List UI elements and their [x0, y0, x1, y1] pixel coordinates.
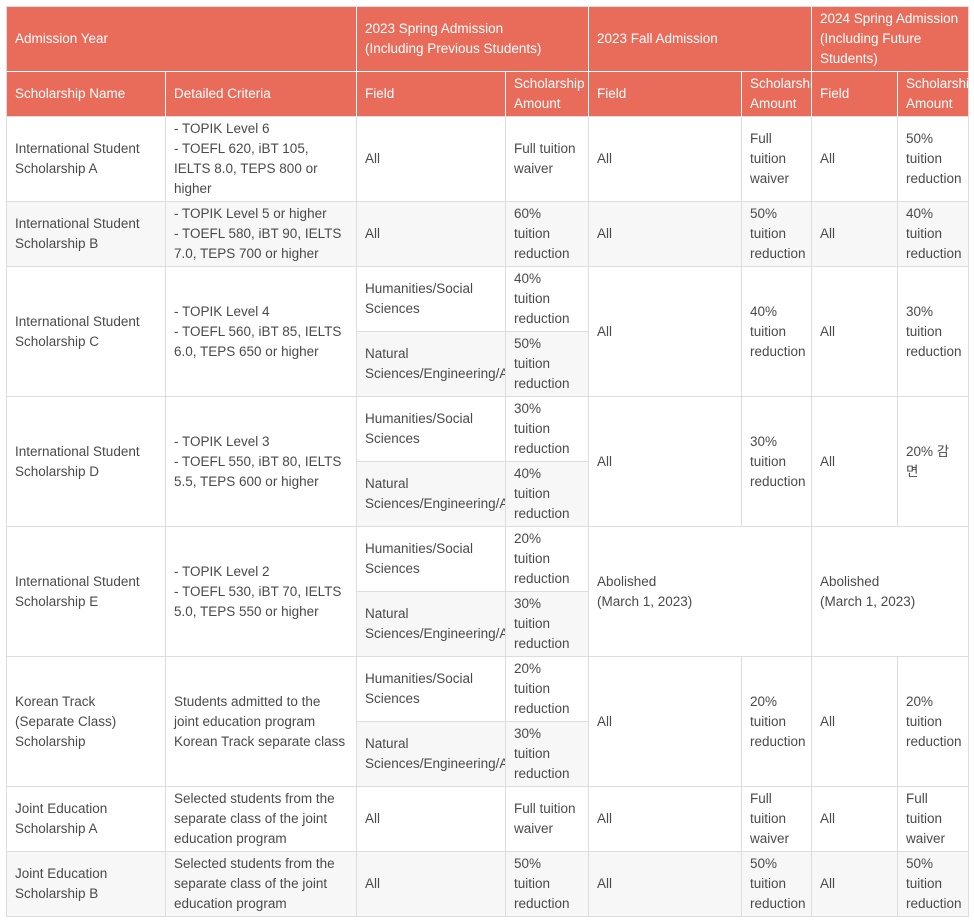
field-cell: All — [357, 117, 506, 202]
amount-cell: 50% tuition reduction — [506, 332, 589, 397]
amount-cell: 20% 감면 — [898, 397, 970, 527]
field-cell: Natural Sciences/Engineering/Arts — [357, 722, 506, 787]
amount-cell: 40% tuition reduction — [742, 267, 813, 397]
amount-cell: 20% tuition reduction — [506, 527, 589, 592]
field-cell: All — [812, 787, 899, 852]
amount-cell: 50% tuition reduction — [898, 852, 970, 917]
field-cell: Humanities/Social Sciences — [357, 657, 506, 722]
subheader-amount-2024-spring: Scholarship Amount — [898, 72, 970, 117]
amount-cell: 30% tuition reduction — [898, 267, 970, 397]
amount-cell: Full tuition waiver — [506, 787, 589, 852]
field-cell: All — [589, 117, 742, 202]
field-cell: All — [357, 787, 506, 852]
criteria-cell: - TOPIK Level 5 or higher - TOEFL 580, i… — [166, 202, 357, 267]
field-cell: Humanities/Social Sciences — [357, 267, 506, 332]
field-cell: Natural Sciences/Engineering/Arts — [357, 592, 506, 657]
criteria-cell: - TOPIK Level 4 - TOEFL 560, iBT 85, IEL… — [166, 267, 357, 397]
amount-cell: 20% tuition reduction — [742, 657, 813, 787]
table-row: Joint Education Scholarship B Selected s… — [7, 852, 970, 917]
table-row: Natural Sciences/Engineering/Arts 40% tu… — [7, 462, 969, 527]
table-row: Natural Sciences/Engineering/Arts 30% tu… — [7, 592, 969, 657]
amount-cell: 40% tuition reduction — [506, 267, 589, 332]
table-row: Joint Education Scholarship A Selected s… — [7, 787, 970, 852]
field-cell: All — [812, 852, 899, 917]
table-row: Natural Sciences/Engineering/Arts 50% tu… — [7, 332, 969, 397]
amount-cell: Full tuition waiver — [506, 117, 589, 202]
criteria-cell: - TOPIK Level 2 - TOEFL 530, iBT 70, IEL… — [166, 527, 357, 657]
amount-cell: 50% tuition reduction — [506, 852, 589, 917]
amount-cell: 60% tuition reduction — [506, 202, 589, 267]
field-cell: All — [589, 787, 742, 852]
subheader-scholarship-name: Scholarship Name — [7, 72, 166, 117]
header-sub-row: Scholarship Name Detailed Criteria Field… — [7, 72, 970, 117]
field-cell: All — [812, 397, 899, 527]
scholarship-table: Admission Year 2023 Spring Admission (In… — [6, 6, 970, 917]
field-cell: All — [589, 202, 742, 267]
table-body: International Student Scholarship A - TO… — [7, 117, 970, 917]
field-cell: Natural Sciences/Engineering/Arts — [357, 462, 506, 527]
criteria-cell: - TOPIK Level 6 - TOEFL 620, iBT 105, IE… — [166, 117, 357, 202]
amount-cell: 50% tuition reduction — [742, 202, 813, 267]
scholarship-name-cell: Joint Education Scholarship B — [7, 852, 166, 917]
subheader-detailed-criteria: Detailed Criteria — [166, 72, 357, 117]
table-row: International Student Scholarship E - TO… — [7, 527, 970, 657]
field-cell: All — [589, 852, 742, 917]
scholarship-name-cell: International Student Scholarship D — [7, 397, 166, 527]
subheader-amount-2023-spring: Scholarship Amount — [506, 72, 589, 117]
header-2023-spring-admission: 2023 Spring Admission (Including Previou… — [357, 7, 589, 72]
amount-cell: Full tuition waiver — [742, 117, 813, 202]
amount-cell: 40% tuition reduction — [898, 202, 970, 267]
field-cell: Humanities/Social Sciences — [357, 397, 506, 462]
header-group-row: Admission Year 2023 Spring Admission (In… — [7, 7, 970, 72]
field-cell: All — [589, 657, 742, 787]
amount-cell: 50% tuition reduction — [742, 852, 813, 917]
table-row: International Student Scholarship B - TO… — [7, 202, 970, 267]
field-cell: All — [589, 397, 742, 527]
table-row: International Student Scholarship A - TO… — [7, 117, 970, 202]
criteria-cell: Selected students from the separate clas… — [166, 787, 357, 852]
field-cell: All — [812, 202, 899, 267]
table-row: International Student Scholarship D - TO… — [7, 397, 970, 527]
field-cell: Humanities/Social Sciences — [357, 527, 506, 592]
subheader-field-2023-fall: Field — [589, 72, 742, 117]
amount-cell: 50% tuition reduction — [898, 117, 970, 202]
abolished-cell: Abolished (March 1, 2023) — [812, 527, 970, 657]
amount-cell: Full tuition waiver — [742, 787, 813, 852]
field-cell: All — [812, 657, 899, 787]
amount-cell: 30% tuition reduction — [506, 592, 589, 657]
criteria-cell: - TOPIK Level 3 - TOEFL 550, iBT 80, IEL… — [166, 397, 357, 527]
table-row: International Student Scholarship C - TO… — [7, 267, 970, 397]
subheader-amount-2023-fall: Scholarship Amount — [742, 72, 813, 117]
scholarship-name-cell: Joint Education Scholarship A — [7, 787, 166, 852]
amount-cell: 30% tuition reduction — [506, 397, 589, 462]
header-2023-fall-admission: 2023 Fall Admission — [589, 7, 813, 72]
field-cell: Natural Sciences/Engineering/Arts — [357, 332, 506, 397]
header-admission-year: Admission Year — [7, 7, 357, 72]
field-cell: All — [812, 267, 899, 397]
amount-cell: Full tuition waiver — [898, 787, 970, 852]
amount-cell: 20% tuition reduction — [898, 657, 970, 787]
table-header: Admission Year 2023 Spring Admission (In… — [7, 7, 970, 117]
subheader-field-2024-spring: Field — [812, 72, 899, 117]
field-cell: All — [357, 202, 506, 267]
criteria-cell: Selected students from the separate clas… — [166, 852, 357, 917]
amount-cell: 30% tuition reduction — [742, 397, 813, 527]
scholarship-name-cell: International Student Scholarship C — [7, 267, 166, 397]
amount-cell: 40% tuition reduction — [506, 462, 589, 527]
scholarship-name-cell: Korean Track (Separate Class) Scholarshi… — [7, 657, 166, 787]
subheader-field-2023-spring: Field — [357, 72, 506, 117]
header-2024-spring-admission: 2024 Spring Admission (Including Future … — [812, 7, 970, 72]
field-cell: All — [812, 117, 899, 202]
abolished-cell: Abolished (March 1, 2023) — [589, 527, 813, 657]
scholarship-name-cell: International Student Scholarship E — [7, 527, 166, 657]
scholarship-name-cell: International Student Scholarship B — [7, 202, 166, 267]
field-cell: All — [589, 267, 742, 397]
criteria-cell: Students admitted to the joint education… — [166, 657, 357, 787]
scholarship-name-cell: International Student Scholarship A — [7, 117, 166, 202]
amount-cell: 30% tuition reduction — [506, 722, 589, 787]
table-row: Korean Track (Separate Class) Scholarshi… — [7, 657, 970, 787]
amount-cell: 20% tuition reduction — [506, 657, 589, 722]
field-cell: All — [357, 852, 506, 917]
